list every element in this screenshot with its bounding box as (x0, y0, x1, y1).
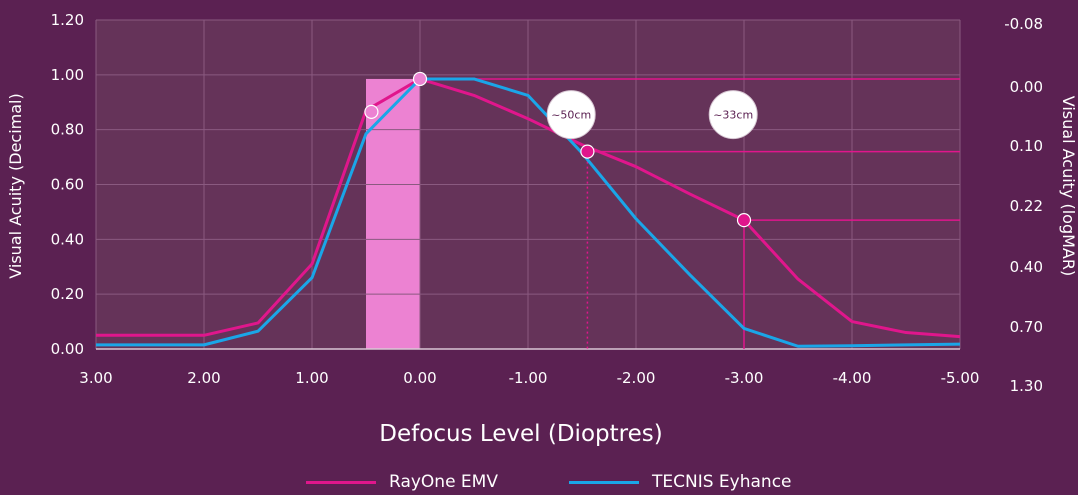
defocus-curve-chart: ~50cm ~33cm 3.00 2.00 1.00 0.00 -1.00 -2.00 -3.… (6, 11, 1078, 447)
x-tick-label: -5.00 (941, 369, 980, 387)
x-tick-label: -1.00 (509, 369, 548, 387)
x-tick-label: -3.00 (725, 369, 764, 387)
x-tick-label: 1.00 (295, 369, 328, 387)
x-tick-label: 2.00 (187, 369, 220, 387)
y2-tick-label: -0.08 (1004, 15, 1043, 33)
data-point-marker (412, 71, 428, 87)
distance-annotation: ~33cm (708, 90, 758, 140)
x-tick-label: 3.00 (79, 369, 112, 387)
legend-swatch-rayone (306, 480, 376, 484)
annotation-bubble (708, 90, 758, 140)
series-line-tecnis-eyhance (96, 77, 961, 348)
y2-tick-label: 0.10 (1010, 137, 1043, 155)
x-tick-label: -2.00 (617, 369, 656, 387)
y2-tick-label: 0.40 (1010, 258, 1043, 276)
y-tick-label: 0.40 (51, 230, 84, 248)
y-axis-title: Visual Acuity (Decimal) (6, 93, 25, 278)
y2-axis-title: Visual Acuity (logMAR) (1059, 96, 1078, 276)
x-tick-label: -4.00 (833, 369, 872, 387)
y2-tick-label: 0.70 (1010, 318, 1043, 336)
legend-item-rayone: RayOne EMV (306, 472, 498, 492)
series-line-rayone-emv (96, 77, 961, 339)
y2-tick-label: 0.00 (1010, 78, 1043, 96)
highlight-band (366, 78, 420, 349)
legend-item-tecnis: TECNIS Eyhance (569, 472, 792, 492)
annotation-label: ~50cm (551, 109, 591, 122)
legend-swatch-tecnis (569, 480, 639, 484)
y-tick-label: 0.80 (51, 121, 84, 139)
x-axis-title: Defocus Level (Dioptres) (379, 421, 662, 447)
annotation-bubble (546, 90, 596, 140)
y-tick-label: 0.60 (51, 176, 84, 194)
legend: RayOne EMV TECNIS Eyhance (0, 470, 1078, 495)
data-point-marker (736, 213, 752, 228)
y-tick-label: 1.20 (51, 11, 84, 29)
y2-tick-label: 1.30 (1010, 377, 1043, 395)
legend-label-tecnis: TECNIS Eyhance (652, 472, 792, 492)
y-tick-label: 0.00 (51, 340, 84, 358)
y-tick-label: 1.00 (51, 66, 84, 84)
data-point-marker (580, 144, 595, 159)
legend-label-rayone: RayOne EMV (389, 472, 498, 492)
y-tick-label: 0.20 (51, 285, 84, 303)
data-point-marker (364, 104, 379, 119)
y2-tick-label: 0.22 (1010, 197, 1043, 215)
distance-annotation: ~50cm (546, 90, 596, 140)
annotation-label: ~33cm (713, 109, 753, 122)
x-tick-label: 0.00 (403, 369, 436, 387)
